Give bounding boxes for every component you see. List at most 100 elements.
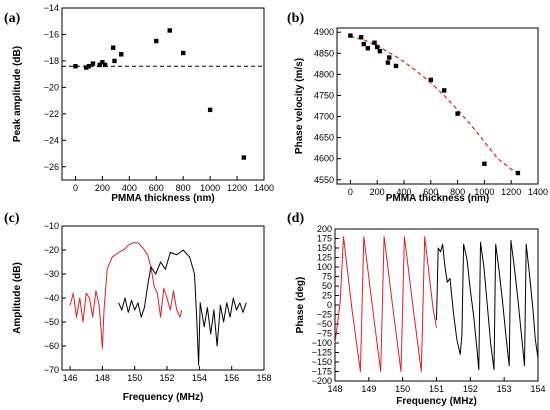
panel-label: (d) [287, 211, 304, 226]
y-tick-label: −20 [44, 82, 59, 92]
y-tick-label: −10 [44, 221, 59, 231]
x-tick-label: 150 [127, 373, 142, 383]
data-point [393, 63, 399, 69]
data-point [181, 50, 186, 56]
x-tick-label: 1200 [227, 183, 247, 193]
x-tick-label: 146 [63, 373, 78, 383]
x-tick-label: 152 [160, 373, 175, 383]
x-tick-label: 158 [256, 373, 271, 383]
data-point [110, 45, 116, 50]
y-tick-label: −30 [44, 269, 59, 279]
y-tick-label: 75 [322, 272, 332, 282]
y-tick-label: −24 [44, 135, 59, 145]
y-tick-label: 4850 [314, 48, 334, 58]
y-tick-label: 4550 [314, 175, 334, 185]
y-tick-label: 4750 [314, 90, 334, 100]
x-tick-label: 148 [95, 373, 110, 383]
data-point [241, 155, 246, 160]
data-point [387, 55, 392, 60]
series-line-2 [436, 239, 539, 371]
y-tick-label: −50 [44, 317, 59, 327]
data-point [358, 35, 364, 40]
data-point [119, 52, 124, 57]
panel-b-phase-velocity: 0 200 400 600 800 1000 1200 1400 4550 4600 4650 470… [287, 11, 548, 204]
y-tick-label: 125 [317, 253, 332, 263]
y-tick-label: 4700 [314, 112, 334, 122]
x-tick-label: 148 [327, 384, 342, 394]
y-tick-label: −18 [44, 56, 59, 66]
y-axis-title: Peak amplitude (dB) [12, 46, 23, 142]
x-axis-title: PMMA thickness (nm) [386, 193, 490, 204]
x-tick-label: 0 [348, 187, 353, 197]
y-tick-label: −60 [44, 341, 59, 351]
fit-line [350, 35, 521, 176]
data-point [442, 88, 447, 93]
series-line-1 [69, 242, 183, 349]
y-tick-label: 4600 [314, 154, 334, 164]
x-tick-label: 154 [192, 373, 207, 383]
data-point [90, 61, 96, 66]
panel-c-amplitude-spectrum: 146 148 150 152 154 156 158 −70 −60 −50 −40 −30 −20 −… [4, 211, 272, 403]
x-tick-label: 150 [395, 384, 410, 394]
y-tick-label: −75 [317, 329, 332, 339]
y-tick-label: 175 [317, 234, 332, 244]
x-tick-label: 151 [429, 384, 444, 394]
y-tick-label: 150 [317, 243, 332, 253]
data-point [100, 60, 105, 65]
x-tick-label: 1400 [254, 183, 274, 193]
data-point [84, 65, 89, 70]
x-tick-label: 1400 [528, 187, 548, 197]
data-point [361, 41, 366, 47]
y-tick-label: −40 [44, 293, 59, 303]
y-tick-label: −175 [312, 367, 332, 377]
panel-label: (a) [4, 11, 21, 26]
x-tick-label: 1200 [501, 187, 521, 197]
y-axis-title: Phase velocity (m/s) [294, 58, 305, 154]
y-tick-label: −20 [44, 245, 59, 255]
data-point [154, 38, 159, 44]
y-tick-label: 4900 [314, 27, 334, 37]
x-tick-label: 800 [176, 183, 191, 193]
x-axis-title: Frequency (MHz) [396, 396, 477, 407]
y-tick-label: −26 [44, 162, 59, 172]
y-tick-label: −50 [317, 319, 332, 329]
data-point [97, 62, 102, 68]
data-point [112, 58, 117, 64]
x-tick-label: 149 [361, 384, 376, 394]
panel-label: (b) [287, 11, 304, 26]
y-tick-label: −150 [312, 357, 332, 367]
y-tick-label: −22 [44, 109, 59, 119]
y-axis-title: Phase (deg) [295, 277, 306, 334]
x-tick-label: 600 [423, 187, 438, 197]
x-tick-label: 600 [149, 183, 164, 193]
data-point [482, 161, 487, 166]
y-tick-label: 200 [317, 224, 332, 234]
x-tick-label: 200 [370, 187, 385, 197]
y-tick-label: −200 [312, 376, 332, 386]
data-point [102, 62, 108, 68]
plot-frame [336, 27, 539, 185]
y-tick-label: −14 [44, 3, 59, 13]
x-tick-label: 200 [95, 183, 110, 193]
y-tick-label: −70 [44, 365, 59, 375]
data-point [207, 107, 213, 113]
panel-d-phase-spectrum: 148 149 150 151 152 153 154 −200−175−150−125−10… [287, 211, 546, 407]
plot-frame [61, 7, 265, 181]
data-point [515, 170, 521, 176]
series-line-1 [334, 236, 437, 372]
x-tick-label: 1000 [474, 187, 494, 197]
x-tick-label: 154 [530, 384, 545, 394]
data-point [86, 64, 92, 69]
series-line-2 [118, 249, 247, 366]
y-tick-label: −16 [44, 29, 59, 39]
x-tick-label: 152 [463, 384, 478, 394]
y-tick-label: 50 [322, 281, 332, 291]
data-point [455, 111, 460, 116]
data-point [428, 77, 433, 83]
y-tick-label: −125 [312, 348, 332, 358]
y-tick-label: 25 [322, 291, 332, 301]
y-tick-label: 100 [317, 262, 332, 272]
x-tick-label: 800 [450, 187, 465, 197]
data-point [73, 64, 78, 69]
